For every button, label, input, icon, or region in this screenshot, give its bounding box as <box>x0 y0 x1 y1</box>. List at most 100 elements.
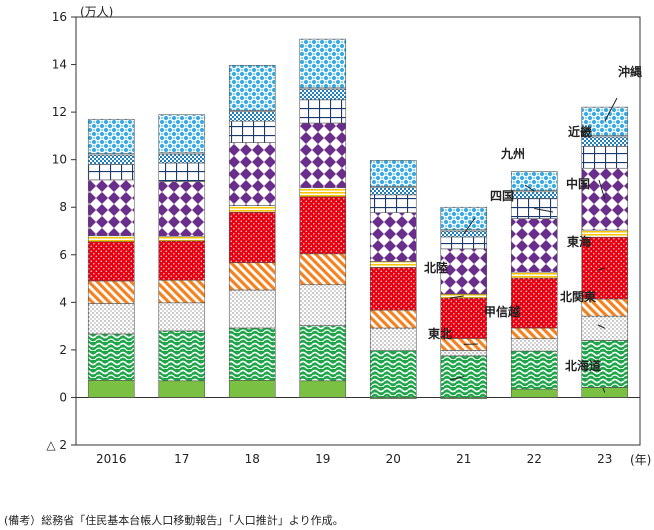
y-tick-label: 6 <box>59 248 67 262</box>
bar-segment <box>158 181 206 237</box>
bar-segment <box>87 235 135 242</box>
bar-segment <box>87 164 135 181</box>
bar-segment <box>228 211 276 263</box>
bar-segment <box>87 118 135 155</box>
bar-segment <box>299 284 347 326</box>
bar-segment <box>228 289 276 329</box>
bar-segment <box>158 302 206 332</box>
bar-segment <box>440 206 488 231</box>
bar-segment <box>369 194 417 213</box>
x-tick-label: 2016 <box>96 452 127 466</box>
y-tick-label: △ 2 <box>46 438 67 452</box>
bar-segment <box>369 309 417 329</box>
bar-segment <box>510 338 558 352</box>
region-label: 北関東 <box>560 289 596 304</box>
bar-segment <box>228 205 276 213</box>
region-label: 北陸 <box>424 260 448 275</box>
bar-segment <box>87 303 135 335</box>
x-tick-label: 23 <box>597 452 612 466</box>
bar-segment <box>369 212 417 262</box>
bar-segment <box>510 218 558 273</box>
bar-segment <box>369 160 417 187</box>
y-tick-label: 8 <box>59 200 67 214</box>
y-unit-label: (万人) <box>80 5 113 19</box>
x-tick-label: 21 <box>456 452 471 466</box>
region-label: 東北 <box>428 326 452 341</box>
x-tick-label: 18 <box>245 452 260 466</box>
bar-segment <box>369 267 417 311</box>
y-tick-label: 4 <box>59 295 67 309</box>
x-tick-label: 20 <box>386 452 401 466</box>
y-tick-label: 12 <box>52 105 67 119</box>
bar-segment <box>369 350 417 398</box>
bar-segment <box>228 120 276 143</box>
bar-segment <box>158 235 206 242</box>
plot-frame <box>75 16 641 446</box>
bar-segment <box>369 187 417 196</box>
bar-segment <box>158 153 206 164</box>
bar-segment <box>299 38 347 89</box>
bar-segment <box>581 106 629 136</box>
bar-segment <box>581 146 629 169</box>
bar-segment <box>510 350 558 390</box>
bar-segment <box>228 262 276 291</box>
leader-line <box>449 295 464 299</box>
leader-line <box>604 97 618 122</box>
bar-segment <box>87 154 135 165</box>
region-label: 北海道 <box>565 358 601 373</box>
bar-segment <box>299 253 347 286</box>
bar-segment <box>228 380 276 398</box>
bar-segment <box>581 340 629 388</box>
leader-line <box>597 267 605 271</box>
leader-line <box>463 217 476 235</box>
bar-segment <box>299 88 347 101</box>
region-label: 東海 <box>567 234 591 249</box>
y-tick-label: 14 <box>52 58 67 72</box>
bar-segment <box>158 330 206 382</box>
leader-line <box>524 184 535 192</box>
bar-segment <box>228 111 276 122</box>
bar-segment <box>369 327 417 351</box>
bar-segment <box>299 325 347 382</box>
bar-segment <box>299 196 347 255</box>
bar-segment <box>440 350 488 357</box>
region-label: 四国 <box>490 189 514 203</box>
bar-segment <box>510 388 558 398</box>
bar-segment <box>87 380 135 398</box>
bar-segment <box>158 240 206 281</box>
y-tick-label: 0 <box>59 390 67 404</box>
leader-line <box>449 376 464 381</box>
region-label: 近畿 <box>568 124 592 139</box>
x-tick-label: 19 <box>315 452 330 466</box>
bar-segment <box>299 380 347 398</box>
bar-segment <box>581 167 629 231</box>
bar-segment <box>158 380 206 398</box>
y-tick-label: 2 <box>59 343 67 357</box>
bar-segment <box>440 236 488 250</box>
bar-segment <box>228 327 276 381</box>
bar-segment <box>510 191 558 199</box>
y-tick-label: 16 <box>52 10 67 24</box>
leader-line <box>602 387 606 393</box>
bar-segment <box>440 248 488 295</box>
region-label: 沖縄 <box>618 64 642 79</box>
region-label: 九州 <box>500 146 525 161</box>
x-unit-label: (年) <box>630 453 651 467</box>
x-tick-label: 22 <box>527 452 542 466</box>
leader-line <box>597 324 605 329</box>
region-label: 甲信越 <box>484 304 521 319</box>
bar-segment <box>87 241 135 282</box>
bar-segment <box>369 261 417 268</box>
bar-segment <box>581 315 629 341</box>
leader-line <box>598 179 606 200</box>
bars <box>87 38 629 399</box>
leader-line <box>534 208 554 213</box>
bar-segment <box>510 277 558 329</box>
bar-segment <box>87 280 135 304</box>
bar-segment <box>299 187 347 198</box>
bar-segment <box>510 171 558 191</box>
bar-segment <box>158 279 206 304</box>
